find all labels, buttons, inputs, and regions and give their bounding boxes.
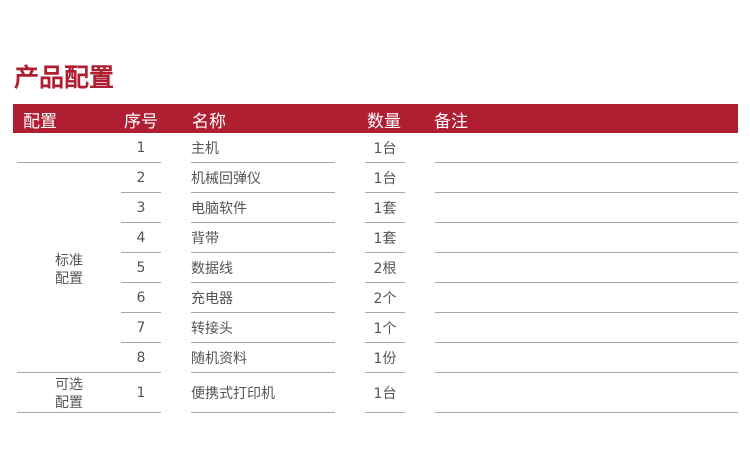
row-seq: 3 xyxy=(121,193,161,223)
row-seq: 5 xyxy=(121,253,161,283)
row-seq: 1 xyxy=(121,133,161,163)
divider xyxy=(17,412,121,413)
row-remark xyxy=(435,283,738,313)
group-label: 可选 xyxy=(55,377,83,393)
header-config: 配置 xyxy=(23,112,57,132)
row-name: 背带 xyxy=(191,223,335,253)
group-optional: 可选 配置 xyxy=(39,376,99,412)
row-name: 随机资料 xyxy=(191,343,335,373)
row-remark xyxy=(435,373,738,413)
row-remark xyxy=(435,133,738,163)
row-remark xyxy=(435,343,738,373)
row-qty: 1份 xyxy=(365,343,405,373)
row-qty: 1台 xyxy=(365,373,405,413)
divider xyxy=(17,372,121,373)
row-qty: 1套 xyxy=(365,193,405,223)
header-qty: 数量 xyxy=(367,112,401,132)
row-name: 电脑软件 xyxy=(191,193,335,223)
row-name: 数据线 xyxy=(191,253,335,283)
row-name: 转接头 xyxy=(191,313,335,343)
table-header: 配置 序号 名称 数量 备注 xyxy=(13,104,738,133)
row-remark xyxy=(435,313,738,343)
row-seq: 1 xyxy=(121,373,161,413)
row-name: 主机 xyxy=(191,133,335,163)
divider xyxy=(17,162,121,163)
row-qty: 2个 xyxy=(365,283,405,313)
row-remark xyxy=(435,193,738,223)
row-remark xyxy=(435,253,738,283)
row-seq: 4 xyxy=(121,223,161,253)
header-seq: 序号 xyxy=(124,112,158,132)
row-qty: 1台 xyxy=(365,163,405,193)
row-qty: 1套 xyxy=(365,223,405,253)
group-label: 配置 xyxy=(55,395,83,411)
row-seq: 7 xyxy=(121,313,161,343)
row-remark xyxy=(435,163,738,193)
row-remark xyxy=(435,223,738,253)
row-qty: 1台 xyxy=(365,133,405,163)
page-title: 产品配置 xyxy=(14,63,115,92)
row-qty: 2根 xyxy=(365,253,405,283)
row-seq: 6 xyxy=(121,283,161,313)
row-name: 机械回弹仪 xyxy=(191,163,335,193)
row-name: 便携式打印机 xyxy=(191,373,335,413)
row-seq: 2 xyxy=(121,163,161,193)
row-seq: 8 xyxy=(121,343,161,373)
header-remark: 备注 xyxy=(434,112,468,132)
row-name: 充电器 xyxy=(191,283,335,313)
header-name: 名称 xyxy=(192,112,226,132)
group-label: 配置 xyxy=(55,271,83,287)
group-standard: 标准 配置 xyxy=(39,252,99,288)
group-label: 标准 xyxy=(55,253,83,269)
row-qty: 1个 xyxy=(365,313,405,343)
